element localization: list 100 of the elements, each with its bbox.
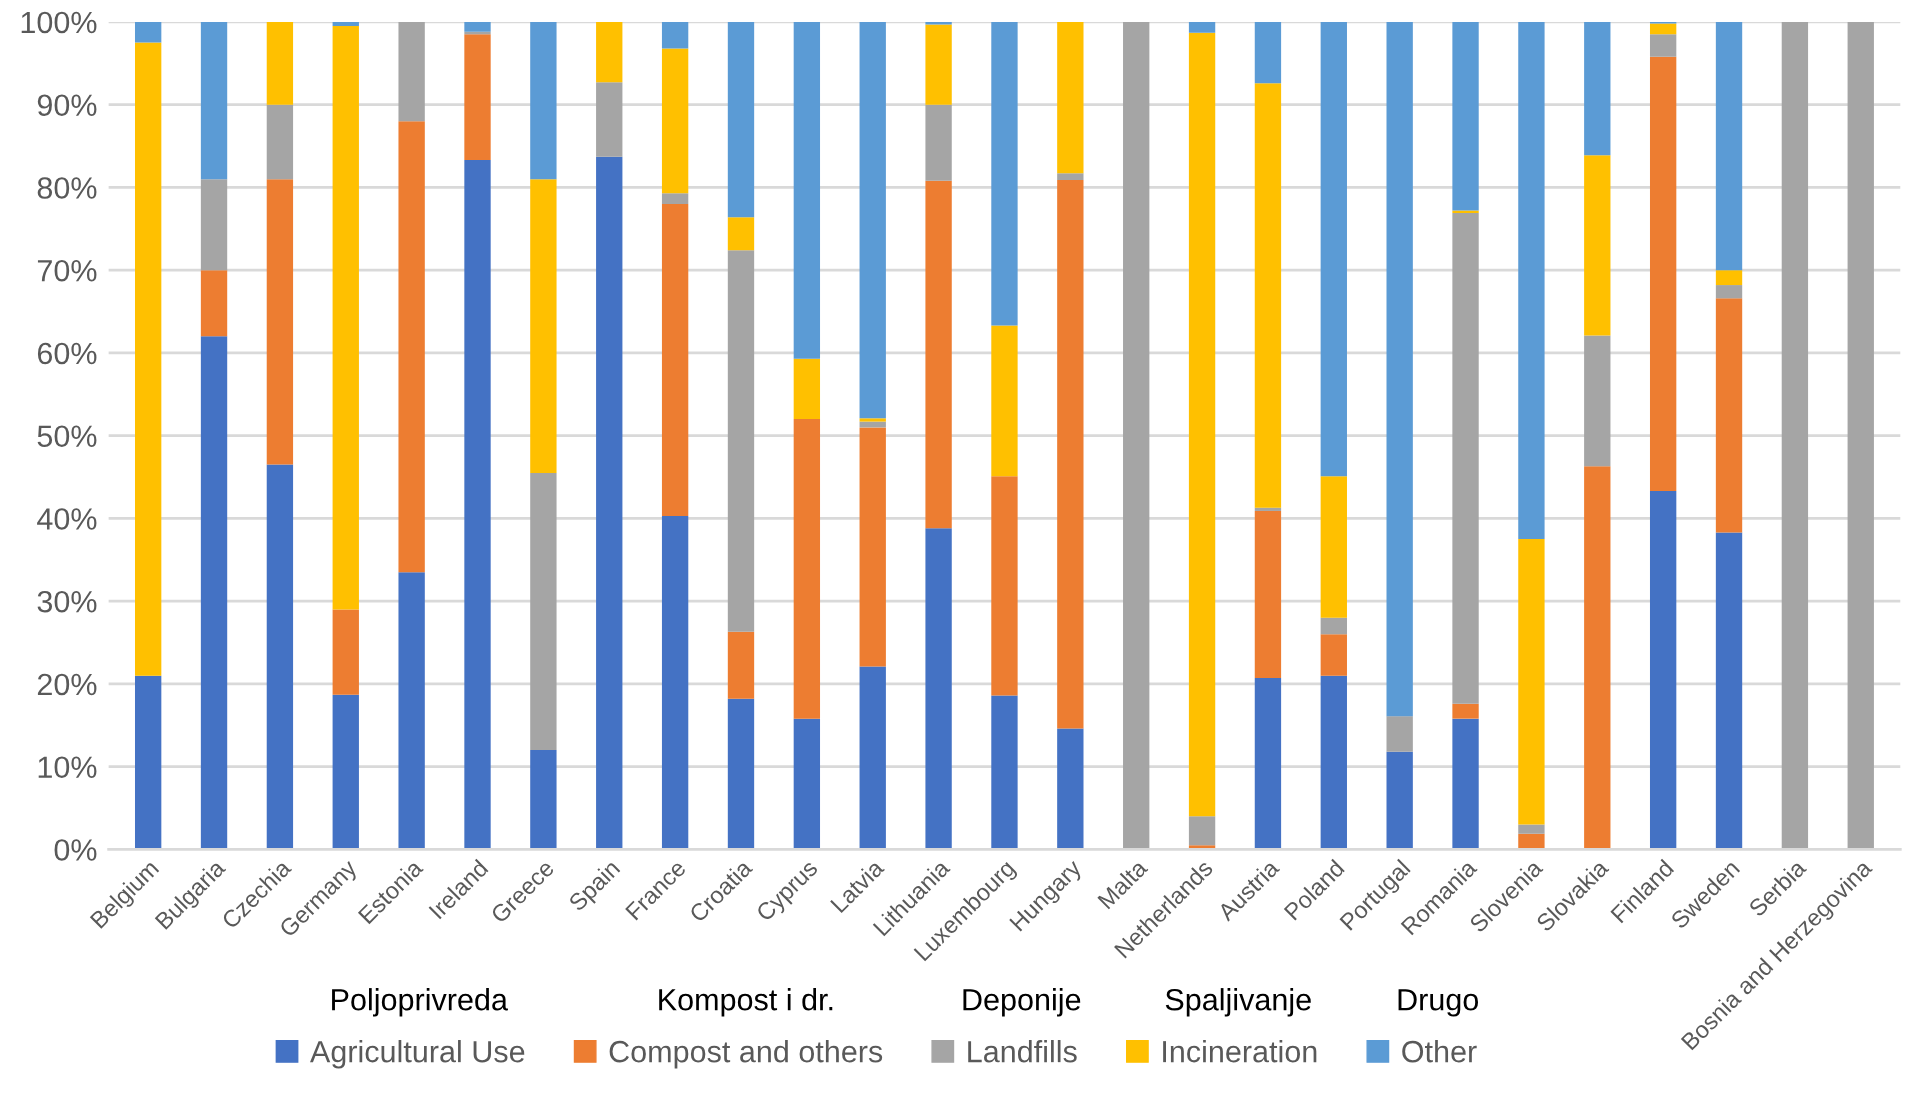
bar	[1584, 155, 1611, 336]
bar	[1584, 21, 1611, 156]
y-tick-label: 100%	[21, 11, 97, 34]
bar	[398, 121, 425, 573]
bar	[530, 179, 557, 473]
bar	[1386, 751, 1413, 850]
legend-label: Landfills	[968, 1040, 1077, 1063]
bar	[464, 34, 491, 161]
bar	[727, 698, 755, 850]
y-tick-label: 60%	[37, 342, 97, 365]
bar	[1518, 21, 1545, 540]
bar	[266, 104, 294, 180]
bar	[1649, 491, 1677, 850]
y-tick-label: 0%	[54, 839, 97, 861]
bar	[793, 419, 821, 719]
bar	[1715, 21, 1743, 271]
bar	[1057, 21, 1084, 174]
text: Spaljivanje	[1165, 988, 1311, 1017]
bar	[1188, 816, 1216, 846]
bar	[332, 609, 359, 695]
y-tick-label: 10%	[38, 756, 97, 779]
y-tick-label: 70%	[37, 259, 97, 282]
bar	[793, 21, 821, 359]
bar	[1584, 466, 1611, 850]
bar	[200, 179, 228, 271]
bar	[332, 21, 359, 27]
bar	[1254, 507, 1282, 511]
legend-label: Incineration	[1163, 1040, 1317, 1063]
bar	[530, 21, 557, 180]
bar	[1518, 539, 1545, 825]
bar	[793, 718, 821, 850]
bar	[1781, 21, 1809, 850]
bar	[793, 358, 821, 420]
bar	[859, 418, 886, 422]
bar	[1847, 21, 1874, 850]
y-tick-label: 40%	[37, 508, 97, 530]
bar	[727, 250, 755, 632]
bar	[661, 203, 689, 516]
bar	[1452, 718, 1479, 850]
bar	[1584, 335, 1611, 467]
bar	[1649, 23, 1677, 35]
bar	[859, 21, 886, 419]
legend-label: Other	[1402, 1040, 1477, 1063]
y-tick-label: 80%	[37, 177, 97, 199]
bar	[200, 21, 228, 180]
bar	[1715, 285, 1743, 299]
bar	[1320, 675, 1347, 850]
bar	[1715, 298, 1743, 533]
bar	[266, 179, 294, 465]
bar	[530, 472, 557, 751]
bar	[1715, 532, 1743, 850]
bar	[1320, 617, 1347, 635]
text: Poljoprivreda	[332, 988, 508, 1017]
bar	[530, 750, 557, 850]
bar	[332, 26, 359, 610]
bar	[1188, 21, 1216, 33]
bar	[1320, 634, 1347, 676]
bar	[1320, 21, 1347, 477]
bar	[925, 180, 952, 529]
bar	[859, 666, 886, 850]
bar	[991, 21, 1018, 326]
bar	[200, 336, 228, 850]
bar	[1254, 510, 1282, 679]
bar	[1254, 678, 1282, 850]
bar	[596, 156, 623, 850]
bar	[1452, 21, 1479, 211]
bar	[1649, 34, 1677, 57]
bar	[925, 24, 952, 105]
bar	[266, 464, 294, 850]
bar	[661, 21, 689, 49]
legend-label: Agricultural Use	[310, 1040, 525, 1069]
bar	[1518, 824, 1545, 834]
bar	[661, 48, 689, 194]
bar	[1254, 21, 1282, 84]
bar	[991, 325, 1018, 477]
legend-label: Compost and others	[609, 1040, 883, 1069]
bar	[991, 476, 1018, 696]
bar	[1320, 476, 1347, 618]
bar	[134, 42, 162, 676]
bar	[1649, 56, 1677, 492]
bar	[200, 270, 228, 337]
y-tick-label: 90%	[37, 94, 97, 117]
bar	[464, 21, 491, 32]
bar	[464, 160, 491, 850]
bar	[1188, 32, 1216, 817]
bar	[398, 21, 425, 122]
y-tick-label: 50%	[37, 425, 97, 448]
bar	[925, 104, 952, 181]
bar	[332, 694, 359, 850]
bar	[1452, 703, 1479, 719]
bar	[1386, 716, 1413, 752]
bar	[134, 21, 162, 43]
bar	[134, 675, 162, 850]
bar	[1057, 728, 1084, 850]
bar	[661, 193, 689, 204]
bar	[1057, 173, 1084, 180]
bar	[925, 528, 952, 850]
text: Kompost i dr.	[659, 988, 833, 1017]
bar	[1518, 833, 1545, 850]
bar	[596, 21, 623, 83]
